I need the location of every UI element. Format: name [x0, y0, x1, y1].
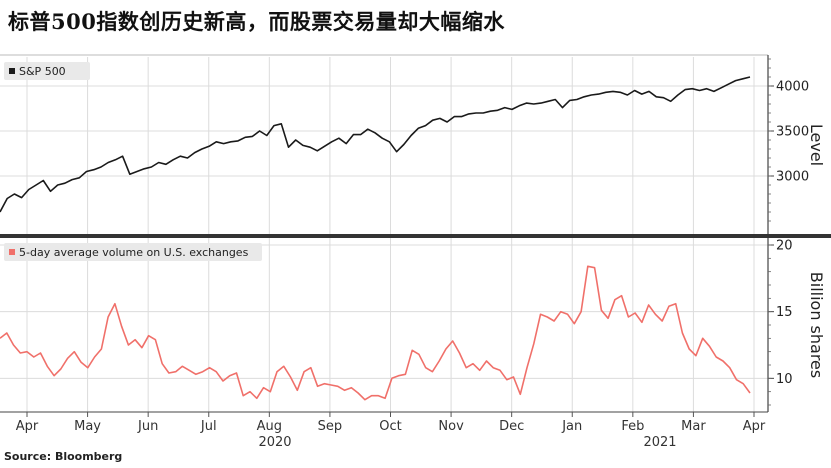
x-tick-label-1: May	[74, 419, 101, 434]
legend-sp500: S&P 500	[4, 62, 90, 80]
bottom-y-axis-title: Billion shares	[807, 272, 826, 378]
year-label-2020: 2020	[258, 435, 291, 450]
x-tick-label-9: Jan	[561, 419, 582, 434]
x-tick-label-5: Sep	[318, 419, 343, 434]
top-y-ticks: 3000 3500 4000	[768, 58, 809, 222]
bottom-y-tick-label-2: 20	[776, 239, 793, 254]
x-tick-label-8: Dec	[499, 419, 524, 434]
volume-line	[0, 265, 751, 401]
top-y-tick-label-1: 3500	[776, 125, 809, 140]
legend-volume: 5-day average volume on U.S. exchanges	[4, 243, 262, 261]
legend-volume-swatch	[9, 249, 15, 255]
bottom-y-tick-label-0: 10	[776, 372, 793, 387]
top-y-tick-label-0: 3000	[776, 170, 809, 185]
x-tick-label-10: Feb	[621, 419, 644, 434]
year-label-2021: 2021	[643, 435, 676, 450]
x-tick-label-11: Mar	[681, 419, 706, 434]
legend-sp500-swatch	[9, 68, 15, 74]
x-tick-label-6: Oct	[379, 419, 401, 434]
legend-sp500-bg	[4, 62, 90, 80]
x-tick-label-0: Apr	[16, 419, 39, 434]
x-tick-label-12: Apr	[743, 419, 766, 434]
legend-volume-label: 5-day average volume on U.S. exchanges	[19, 246, 249, 259]
legend-volume-bg	[4, 243, 262, 261]
bottom-y-ticks: 10 15 20	[768, 239, 793, 406]
bottom-y-tick-label-1: 15	[776, 305, 793, 320]
x-tick-label-7: Nov	[438, 419, 464, 434]
x-tick-label-2: Jun	[137, 419, 158, 434]
top-y-axis-title: Level	[807, 124, 826, 166]
x-axis-ticks: Apr May Jun Jul Aug Sep Oct Nov Dec Jan Feb Mar Apr	[16, 412, 766, 434]
legend-sp500-label: S&P 500	[19, 65, 66, 78]
x-tick-label-3: Jul	[200, 419, 217, 434]
sp500-line	[0, 76, 751, 213]
top-y-tick-label-2: 4000	[776, 80, 809, 95]
source-note: Source: Bloomberg	[4, 450, 123, 463]
x-tick-label-4: Aug	[257, 419, 282, 434]
headline: 标普500指数创历史新高，而股票交易量却大幅缩水	[8, 9, 505, 34]
